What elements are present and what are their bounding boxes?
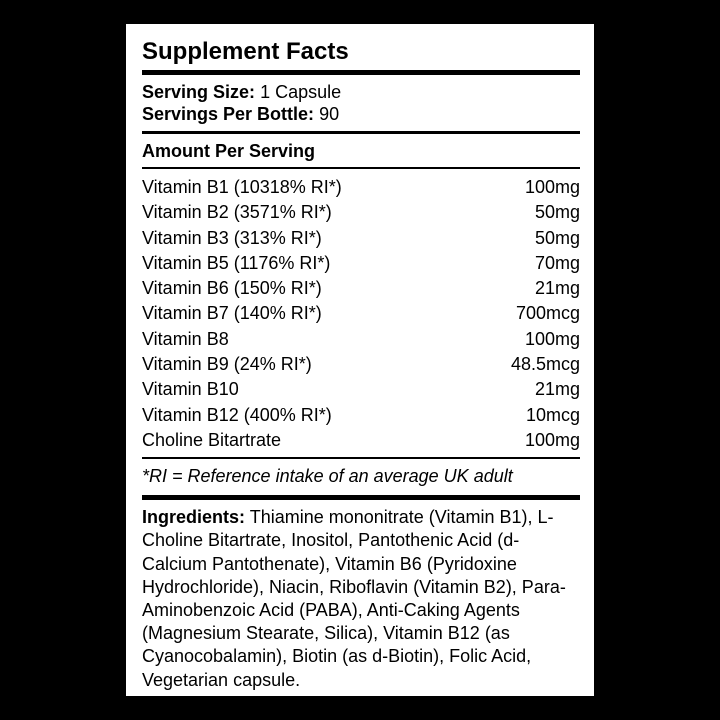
nutrient-row: Vitamin B3 (313% RI*) 50mg [142, 226, 580, 251]
nutrient-name: Vitamin B6 (150% RI*) [142, 278, 322, 299]
nutrient-amount: 50mg [534, 202, 580, 223]
footnote-divider [142, 495, 580, 501]
servings-per-value: 90 [319, 104, 340, 124]
serving-info: Serving Size: 1 Capsule Servings Per Bot… [142, 75, 580, 131]
nutrient-row: Vitamin B8 100mg [142, 327, 580, 352]
servings-per-line: Servings Per Bottle: 90 [142, 103, 580, 125]
nutrient-name: Vitamin B2 (3571% RI*) [142, 202, 332, 223]
nutrient-name: Choline Bitartrate [142, 429, 282, 450]
nutrient-row: Vitamin B5 (1176% RI*) 70mg [142, 251, 580, 276]
nutrient-amount: 100mg [524, 328, 580, 349]
label-content: Supplement Facts Serving Size: 1 Capsule… [142, 38, 580, 692]
nutrient-amount: 10mcg [525, 404, 580, 425]
ri-footnote: *RI = Reference intake of an average UK … [142, 466, 513, 487]
nutrient-row: Vitamin B1 (10318% RI*) 100mg [142, 175, 580, 200]
nutrient-name: Vitamin B9 (24% RI*) [142, 354, 312, 375]
nutrient-name: Vitamin B8 [142, 328, 229, 349]
nutrient-amount: 48.5mcg [510, 354, 580, 375]
nutrient-amount: 700mcg [515, 303, 580, 324]
nutrient-row: Vitamin B12 (400% RI*) 10mcg [142, 403, 580, 428]
nutrient-list: Vitamin B1 (10318% RI*) 100mg Vitamin B2 (… [142, 169, 580, 457]
serving-size-value: 1 Capsule [260, 82, 342, 102]
nutrient-row: Vitamin B10 21mg [142, 377, 580, 402]
nutrients-divider [142, 457, 580, 460]
nutrient-name: Vitamin B10 [142, 379, 239, 400]
amount-per-serving-header: Amount Per Serving [142, 141, 316, 161]
label-title: Supplement Facts [142, 38, 349, 65]
nutrient-row: Vitamin B7 (140% RI*) 700mcg [142, 301, 580, 326]
ingredients-label: Ingredients: [142, 507, 246, 528]
nutrient-name: Vitamin B3 (313% RI*) [142, 227, 322, 248]
nutrient-amount: 100mg [524, 177, 580, 197]
serving-size-label: Serving Size: [142, 82, 256, 102]
nutrient-amount: 70mg [534, 252, 580, 273]
nutrient-row: Choline Bitartrate 100mg [142, 428, 580, 453]
nutrient-name: Vitamin B12 (400% RI*) [142, 404, 332, 425]
nutrient-amount: 100mg [524, 429, 580, 450]
nutrient-name: Vitamin B5 (1176% RI*) [142, 252, 331, 273]
supplement-facts-label: Supplement Facts Serving Size: 1 Capsule… [126, 24, 594, 696]
ingredients-text: Thiamine mononitrate (Vitamin B1), L-Cho… [142, 507, 566, 690]
nutrient-amount: 50mg [534, 227, 580, 248]
nutrient-amount: 21mg [534, 379, 580, 400]
ingredients-block: Ingredients: Thiamine mononitrate (Vitam… [142, 500, 580, 692]
nutrient-row: Vitamin B2 (3571% RI*) 50mg [142, 200, 580, 225]
serving-size-line: Serving Size: 1 Capsule [142, 81, 580, 103]
nutrient-row: Vitamin B6 (150% RI*) 21mg [142, 276, 580, 301]
nutrient-row: Vitamin B9 (24% RI*) 48.5mcg [142, 352, 580, 377]
nutrient-name: Vitamin B1 (10318% RI*) [142, 177, 342, 197]
nutrient-amount: 21mg [534, 278, 580, 299]
nutrient-name: Vitamin B7 (140% RI*) [142, 303, 322, 324]
header-divider [142, 167, 580, 169]
title-divider [142, 70, 580, 75]
serving-divider [142, 131, 580, 134]
servings-per-label: Servings Per Bottle: [142, 104, 315, 124]
